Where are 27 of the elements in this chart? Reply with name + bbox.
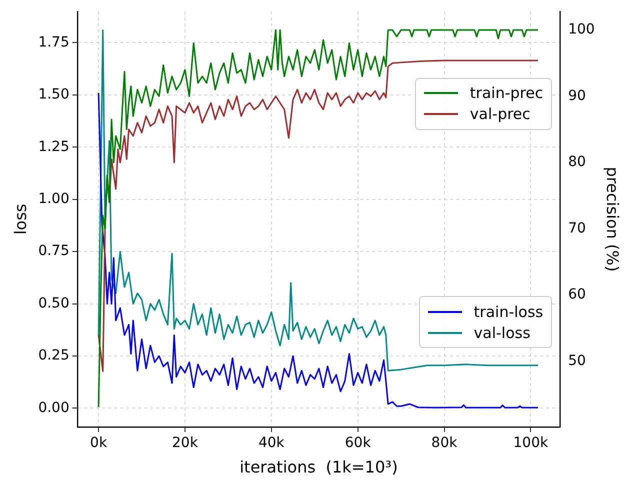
- y-axis-title: loss: [10, 204, 30, 235]
- legend-label: val-loss: [474, 324, 530, 342]
- y-tick-label: 1.25: [38, 138, 70, 155]
- y-tick-label: 1.75: [38, 34, 70, 50]
- legend-label: train-prec: [470, 84, 544, 102]
- y2-tick-label: 80: [568, 154, 586, 170]
- y-tick-label: 0.00: [38, 400, 70, 416]
- x-tick-label: 80k: [431, 435, 458, 452]
- y2-tick-label: 60: [568, 286, 586, 303]
- y-tick-label: 1.50: [38, 86, 70, 103]
- x-tick-label: 100k: [513, 435, 549, 452]
- legend-label: train-loss: [474, 302, 544, 321]
- x-tick-label: 0k: [90, 435, 108, 452]
- x-axis-title: iterations (1k=10³): [240, 458, 398, 477]
- y2-tick-label: 90: [568, 88, 586, 104]
- y-tick-label: 0.25: [38, 348, 70, 364]
- y2-axis-title: precision (%): [603, 166, 622, 272]
- x-tick-label: 60k: [344, 435, 372, 452]
- y-tick-label: 0.75: [38, 243, 70, 260]
- y-tick-label: 1.00: [38, 191, 70, 207]
- y2-tick-label: 50: [568, 353, 586, 370]
- legend-label: val-prec: [470, 105, 530, 124]
- y2-tick-label: 100: [568, 22, 595, 38]
- y-tick-label: 0.50: [38, 295, 70, 312]
- y2-tick-label: 70: [568, 220, 586, 236]
- x-tick-label: 20k: [172, 435, 199, 452]
- x-tick-label: 40k: [258, 435, 286, 452]
